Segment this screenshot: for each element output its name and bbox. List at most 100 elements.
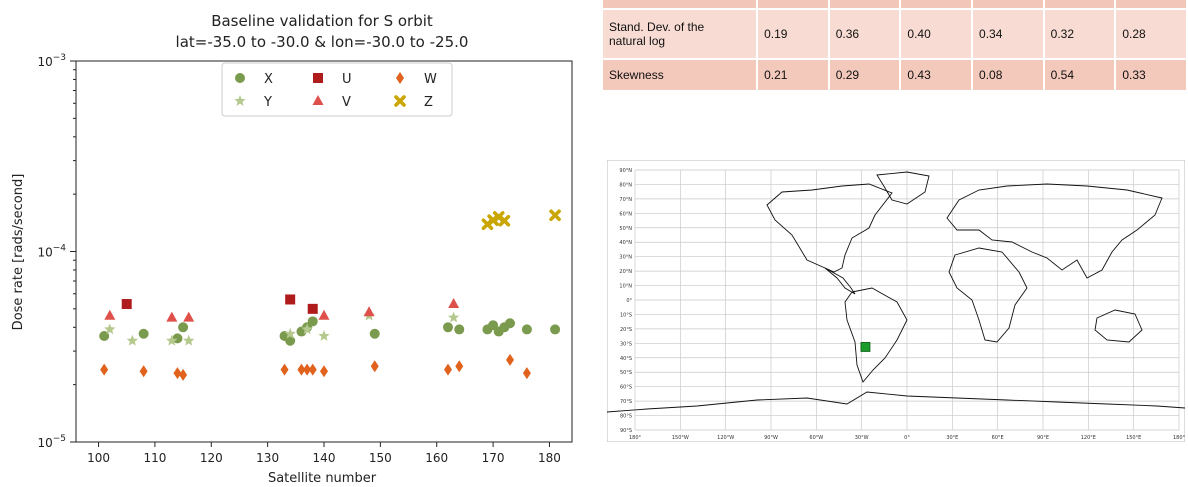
table-cell: 0.29	[828, 59, 902, 92]
data-point	[455, 360, 464, 373]
table-row-stddev: Stand. Dev. of the natural log 0.19 0.36 …	[603, 9, 1188, 60]
legend-label-v: V	[342, 95, 351, 110]
lon-label: 180°	[1173, 435, 1185, 441]
x-tick-label: 100	[87, 451, 110, 465]
lon-label: 0°	[904, 435, 910, 441]
legend-label-y: Y	[263, 95, 272, 110]
lat-label: 90°N	[619, 168, 632, 174]
lat-label: 60°S	[620, 385, 632, 391]
australia-outline	[1094, 309, 1143, 343]
legend-label-z: Z	[424, 95, 433, 110]
lat-label: 30°S	[620, 341, 632, 347]
table-cell: 0.36	[828, 9, 902, 60]
antarctica-outline	[607, 391, 1185, 413]
continent-outlines	[607, 171, 1185, 413]
x-tick-label: 180	[538, 451, 561, 465]
table-cell: 0.33	[1115, 59, 1188, 92]
series-y	[104, 309, 460, 346]
row-label: Skewness	[603, 59, 759, 92]
lat-label: 60°N	[619, 211, 632, 217]
greenland-outline	[876, 171, 930, 205]
data-point	[549, 209, 561, 222]
lat-label: 20°N	[619, 269, 632, 275]
dose-rate-chart: Baseline validation for S orbit lat=-35.…	[11, 12, 573, 486]
data-point	[369, 328, 380, 339]
location-marker	[860, 342, 871, 352]
x-axis-label: Satellite number	[268, 471, 377, 486]
map-gridlines: 90°N 80°N 70°N 60°N 50°N 40°N 30°N 20°N 10°N 0° 10…	[619, 168, 1185, 441]
table-cell: 0.08	[972, 59, 1045, 92]
legend-marker-w	[396, 72, 404, 84]
data-point	[104, 309, 116, 320]
y-tick-label: 10−3	[37, 53, 66, 69]
table-cell	[1043, 0, 1117, 10]
table-cell: 0.43	[900, 59, 974, 92]
lat-label: 0°	[626, 298, 632, 304]
lat-label: 70°N	[619, 197, 632, 203]
data-point	[280, 363, 289, 376]
table-cell	[972, 0, 1045, 10]
y-axis-label: Dose rate [rads/second]	[11, 174, 26, 331]
data-point	[363, 306, 375, 317]
lon-label: 60°W	[809, 435, 823, 441]
lat-label: 40°N	[619, 240, 632, 246]
chart-legend: X U W Y V Z	[221, 62, 453, 117]
data-point	[183, 311, 195, 322]
data-point	[318, 309, 330, 320]
data-point	[173, 367, 182, 380]
data-point	[166, 334, 178, 346]
central-america-outline	[824, 267, 856, 295]
data-point	[139, 365, 148, 378]
data-point	[498, 214, 511, 227]
data-point	[183, 334, 195, 346]
data-point	[318, 330, 330, 341]
data-point	[444, 363, 452, 376]
x-tick-label: 160	[425, 451, 448, 465]
data-point	[285, 335, 296, 346]
statistics-table: Stand. Dev. of the natural log 0.19 0.36 …	[603, 0, 1188, 92]
plot-frame	[75, 60, 573, 443]
data-point	[320, 365, 328, 378]
series-v	[104, 298, 460, 322]
lat-label: 10°S	[620, 312, 632, 318]
table-cell: 0.54	[1043, 59, 1117, 92]
y-tick-label: 10−5	[37, 434, 66, 450]
table-cell: 0.32	[1043, 9, 1117, 60]
plot-area	[99, 209, 561, 381]
data-point	[521, 324, 532, 335]
data-point	[178, 322, 189, 333]
row-label: Stand. Dev. of the natural log	[603, 9, 759, 60]
chart-title: Baseline validation for S orbit	[211, 12, 433, 30]
lon-label: 180°	[629, 435, 642, 441]
data-point	[104, 323, 116, 335]
lat-label: 40°S	[620, 356, 632, 362]
data-point	[550, 324, 561, 335]
series-z	[481, 209, 561, 231]
lon-label: 60°E	[992, 435, 1004, 441]
lon-label: 150°W	[672, 435, 689, 441]
world-map: 90°N 80°N 70°N 60°N 50°N 40°N 30°N 20°N 10°N 0° 10…	[607, 160, 1185, 442]
series-x	[99, 316, 561, 346]
data-point	[301, 323, 313, 335]
x-tick-label: 150	[369, 451, 392, 465]
legend-marker-z	[394, 95, 406, 107]
lat-label: 10°N	[619, 284, 632, 290]
lon-label: 90°W	[764, 435, 778, 441]
table-cell: 0.19	[757, 9, 830, 60]
x-tick-label: 170	[482, 451, 505, 465]
x-tick-label: 130	[256, 451, 279, 465]
chart-subtitle: lat=-35.0 to -30.0 & lon=-30.0 to -25.0	[176, 33, 469, 51]
data-point	[370, 360, 379, 373]
legend-label-u: U	[342, 72, 352, 87]
data-point	[505, 318, 515, 329]
table-row-skewness: Skewness 0.21 0.29 0.43 0.08 0.54 0.33	[603, 59, 1188, 92]
x-tick-label: 120	[200, 451, 223, 465]
lon-label: 120°W	[717, 435, 734, 441]
lon-label: 90°E	[1037, 435, 1049, 441]
lat-label: 50°S	[620, 370, 632, 376]
lat-label: 30°N	[619, 255, 632, 261]
x-tick-label: 140	[313, 451, 336, 465]
table-cell: 0.34	[972, 9, 1045, 60]
lon-label: 120°E	[1081, 435, 1096, 441]
lat-label: 50°N	[619, 226, 632, 232]
